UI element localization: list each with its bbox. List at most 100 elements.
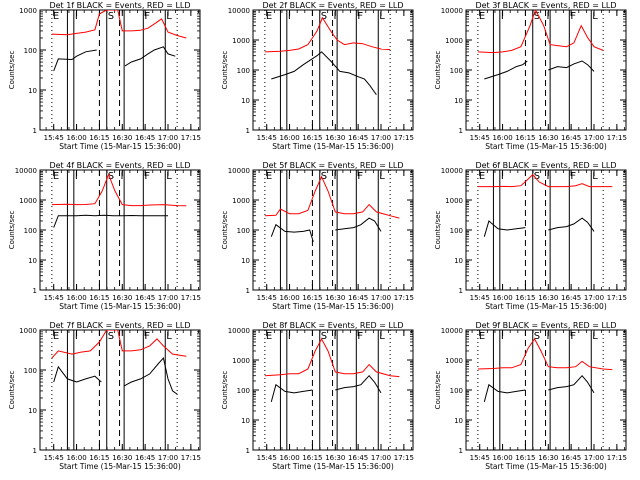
- chart-panel-2: Det 2f BLACK = Events, RED = LLD 1 10 100 10…: [221, 1, 414, 151]
- y-tick-label: 1: [33, 447, 37, 455]
- interval-marker-label: F: [357, 171, 363, 182]
- y-tick-label: 10: [454, 97, 463, 105]
- x-tick-label: 15:45: [44, 134, 64, 142]
- interval-marker-label: E: [53, 11, 59, 22]
- interval-marker-label: L: [379, 11, 385, 22]
- events-line: [53, 214, 168, 228]
- x-tick-label: 17:00: [584, 294, 604, 302]
- events-line: [270, 374, 382, 403]
- y-tick-label: 1: [459, 287, 463, 295]
- x-tick-label: 16:45: [135, 454, 155, 462]
- x-tick-label: 16:15: [515, 454, 535, 462]
- y-tick-label: 100: [237, 67, 250, 75]
- x-tick-label: 16:30: [538, 134, 558, 142]
- interval-marker-label: E: [266, 171, 272, 182]
- x-tick-label: 16:00: [66, 134, 86, 142]
- y-tick-label: 10000: [228, 167, 250, 175]
- x-axis-label: Start Time (15-Mar-15 15:36:00): [59, 142, 181, 151]
- x-tick-label: 16:45: [348, 294, 368, 302]
- interval-marker-label: S: [534, 11, 540, 22]
- lld-line: [264, 337, 400, 378]
- chart-panel-6: Det 6f BLACK = Events, RED = LLD 1 10 100 10…: [434, 161, 627, 311]
- x-tick-label: 16:30: [112, 454, 132, 462]
- events-line: [53, 46, 176, 72]
- interval-marker-label: E: [266, 331, 272, 342]
- interval-marker-label: F: [144, 171, 150, 182]
- events-line: [53, 356, 178, 395]
- interval-marker-label: F: [357, 11, 363, 22]
- x-tick-label: 16:15: [515, 134, 535, 142]
- y-axis-label: Counts/sec: [221, 371, 229, 410]
- x-tick-label: 16:45: [348, 134, 368, 142]
- interval-marker-label: S: [534, 171, 540, 182]
- interval-marker-label: F: [357, 331, 363, 342]
- x-axis-label: Start Time (15-Mar-15 15:36:00): [272, 142, 394, 151]
- y-tick-label: 1: [459, 127, 463, 135]
- lld-line: [264, 16, 391, 53]
- y-tick-label: 10: [28, 407, 37, 415]
- y-axis-label: Counts/sec: [8, 371, 16, 410]
- interval-marker-label: I: [75, 171, 78, 182]
- lld-line: [477, 10, 604, 54]
- interval-marker-label: I: [547, 11, 550, 22]
- interval-marker-label: E: [53, 331, 59, 342]
- events-line: [270, 217, 382, 243]
- interval-marker-label: I: [288, 331, 291, 342]
- y-tick-label: 1000: [232, 37, 250, 45]
- interval-marker-label: F: [570, 171, 576, 182]
- x-tick-label: 16:00: [492, 454, 512, 462]
- y-tick-label: 1: [246, 287, 250, 295]
- x-axis-label: Start Time (15-Mar-15 15:36:00): [485, 302, 607, 311]
- chart-title: Det 3f BLACK = Events, RED = LLD: [475, 1, 616, 10]
- y-tick-label: 10000: [441, 327, 463, 335]
- interval-marker-label: I: [288, 171, 291, 182]
- x-tick-label: 16:00: [66, 454, 86, 462]
- y-tick-label: 10: [241, 97, 250, 105]
- interval-marker-label: S: [108, 331, 114, 342]
- interval-marker-label: F: [570, 331, 576, 342]
- y-tick-label: 10: [241, 257, 250, 265]
- y-tick-label: 100: [237, 387, 250, 395]
- interval-marker-label: L: [166, 11, 172, 22]
- chart-title: Det 9f BLACK = Events, RED = LLD: [475, 321, 616, 330]
- x-tick-label: 16:45: [135, 294, 155, 302]
- x-tick-label: 17:15: [181, 454, 201, 462]
- x-tick-label: 16:00: [492, 294, 512, 302]
- x-tick-label: 17:15: [394, 294, 414, 302]
- interval-marker-label: F: [144, 11, 150, 22]
- chart-panel-1: Det 1f BLACK = Events, RED = LLD 1 10 100 10…: [8, 1, 201, 151]
- y-axis-label: Counts/sec: [434, 51, 442, 90]
- x-tick-label: 17:00: [584, 454, 604, 462]
- x-tick-label: 16:00: [66, 294, 86, 302]
- chart-panel-3: Det 3f BLACK = Events, RED = LLD 1 10 100 10…: [434, 1, 627, 151]
- x-tick-label: 17:00: [584, 134, 604, 142]
- lld-line: [51, 173, 187, 207]
- interval-marker-label: S: [321, 11, 327, 22]
- chart-title: Det 1f BLACK = Events, RED = LLD: [49, 1, 190, 10]
- y-tick-label: 10: [28, 87, 37, 95]
- y-tick-label: 100: [24, 47, 37, 55]
- x-tick-label: 16:45: [135, 134, 155, 142]
- x-tick-label: 16:15: [89, 134, 109, 142]
- y-tick-label: 10: [241, 417, 250, 425]
- interval-marker-label: L: [592, 171, 598, 182]
- y-axis-label: Counts/sec: [434, 371, 442, 410]
- interval-marker-label: I: [501, 11, 504, 22]
- y-tick-label: 100: [450, 67, 463, 75]
- x-tick-label: 16:00: [279, 454, 299, 462]
- y-tick-label: 1: [33, 287, 37, 295]
- interval-marker-label: E: [479, 11, 485, 22]
- y-axis-label: Counts/sec: [8, 211, 16, 250]
- y-tick-label: 10000: [228, 7, 250, 15]
- x-tick-label: 17:00: [371, 134, 391, 142]
- x-axis-label: Start Time (15-Mar-15 15:36:00): [272, 462, 394, 471]
- lld-line: [51, 10, 187, 39]
- chart-title: Det 6f BLACK = Events, RED = LLD: [475, 161, 616, 170]
- x-tick-label: 16:30: [538, 454, 558, 462]
- interval-marker-label: S: [321, 331, 327, 342]
- y-tick-label: 10: [454, 257, 463, 265]
- interval-marker-label: F: [570, 11, 576, 22]
- x-tick-label: 17:15: [394, 134, 414, 142]
- x-tick-label: 16:15: [302, 454, 322, 462]
- y-tick-label: 1000: [445, 357, 463, 365]
